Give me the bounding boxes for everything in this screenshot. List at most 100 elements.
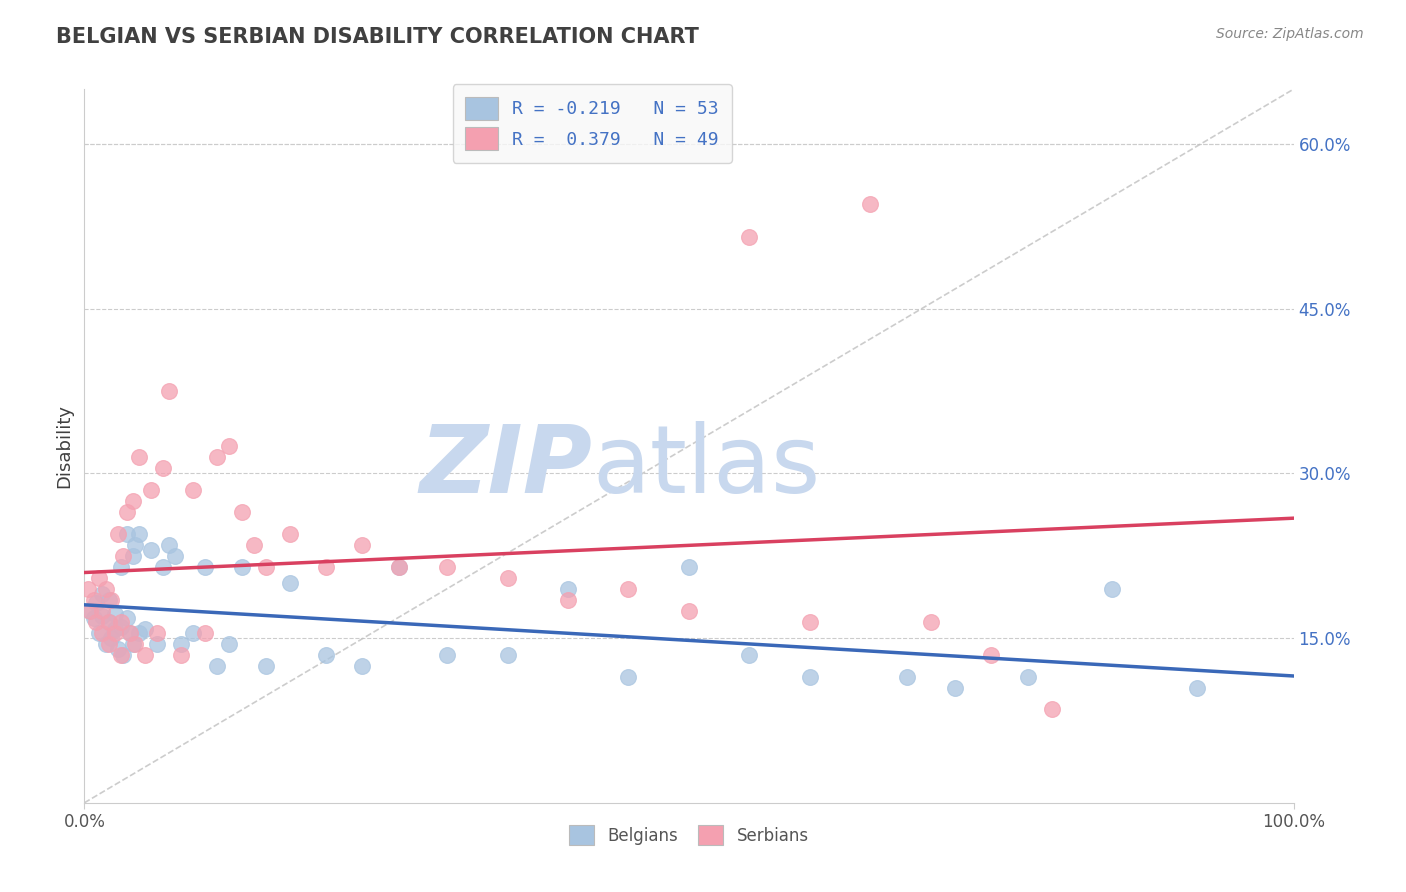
Point [146,625,169,640]
Point [120,625,142,640]
Point [115,505,138,519]
Point [920,615,942,629]
Point [315,559,337,574]
Point [278,526,301,541]
Point [110,615,132,629]
Point [315,648,337,662]
Point [617,669,640,683]
Point [134,648,156,662]
Point [231,559,253,574]
Point [170,648,193,662]
Point [94,637,117,651]
Point [254,559,277,574]
Point [943,681,966,695]
Point [242,538,264,552]
Point [87,625,110,640]
Point [110,559,132,574]
Text: atlas: atlas [592,421,821,514]
Point [436,648,458,662]
Point [115,526,138,541]
Point [104,623,127,637]
Point [139,543,162,558]
Point [121,494,143,508]
Point [738,230,761,244]
Point [799,669,821,683]
Text: ZIP: ZIP [419,421,592,514]
Point [121,549,143,563]
Point [352,658,374,673]
Point [97,592,120,607]
Point [128,450,150,464]
Point [557,582,579,596]
Point [79,604,101,618]
Point [436,559,458,574]
Point [134,623,156,637]
Point [194,559,217,574]
Point [104,625,127,640]
Point [799,615,821,629]
Point [496,648,519,662]
Point [121,637,143,651]
Point [77,582,100,596]
Point [165,549,187,563]
Point [87,571,110,585]
Point [896,669,918,683]
Point [738,648,761,662]
Point [194,625,217,640]
Point [170,637,193,651]
Point [231,505,253,519]
Point [128,526,150,541]
Point [120,625,142,640]
Point [496,571,519,585]
Point [112,549,135,563]
Point [91,625,114,640]
Point [152,559,174,574]
Point [124,538,146,552]
Point [678,604,700,618]
Point [112,648,135,662]
Point [157,384,180,398]
Point [115,611,138,625]
Point [83,611,105,625]
Point [678,559,700,574]
Point [100,592,122,607]
Point [97,615,120,629]
Point [388,559,411,574]
Point [110,648,132,662]
Point [139,483,162,497]
Point [278,576,301,591]
Point [980,648,1002,662]
Point [79,604,101,618]
Point [86,615,108,629]
Point [152,461,174,475]
Point [1040,702,1063,716]
Text: BELGIAN VS SERBIAN DISABILITY CORRELATION CHART: BELGIAN VS SERBIAN DISABILITY CORRELATIO… [56,27,699,46]
Point [107,642,129,657]
Point [91,587,114,601]
Point [859,197,882,211]
Point [107,526,129,541]
Point [97,615,120,629]
Point [91,609,114,624]
Point [388,559,411,574]
Point [91,604,114,618]
Point [1101,582,1123,596]
Point [254,658,277,673]
Point [83,592,105,607]
Point [86,596,108,610]
Point [207,450,229,464]
Point [352,538,374,552]
Point [218,637,240,651]
Point [146,637,169,651]
Point [181,483,204,497]
Point [181,625,204,640]
Point [124,637,146,651]
Point [110,620,132,634]
Y-axis label: Disability: Disability [55,404,73,488]
Point [157,538,180,552]
Legend: Belgians, Serbians: Belgians, Serbians [555,812,823,859]
Point [1017,669,1039,683]
Point [218,439,240,453]
Point [97,637,120,651]
Point [617,582,640,596]
